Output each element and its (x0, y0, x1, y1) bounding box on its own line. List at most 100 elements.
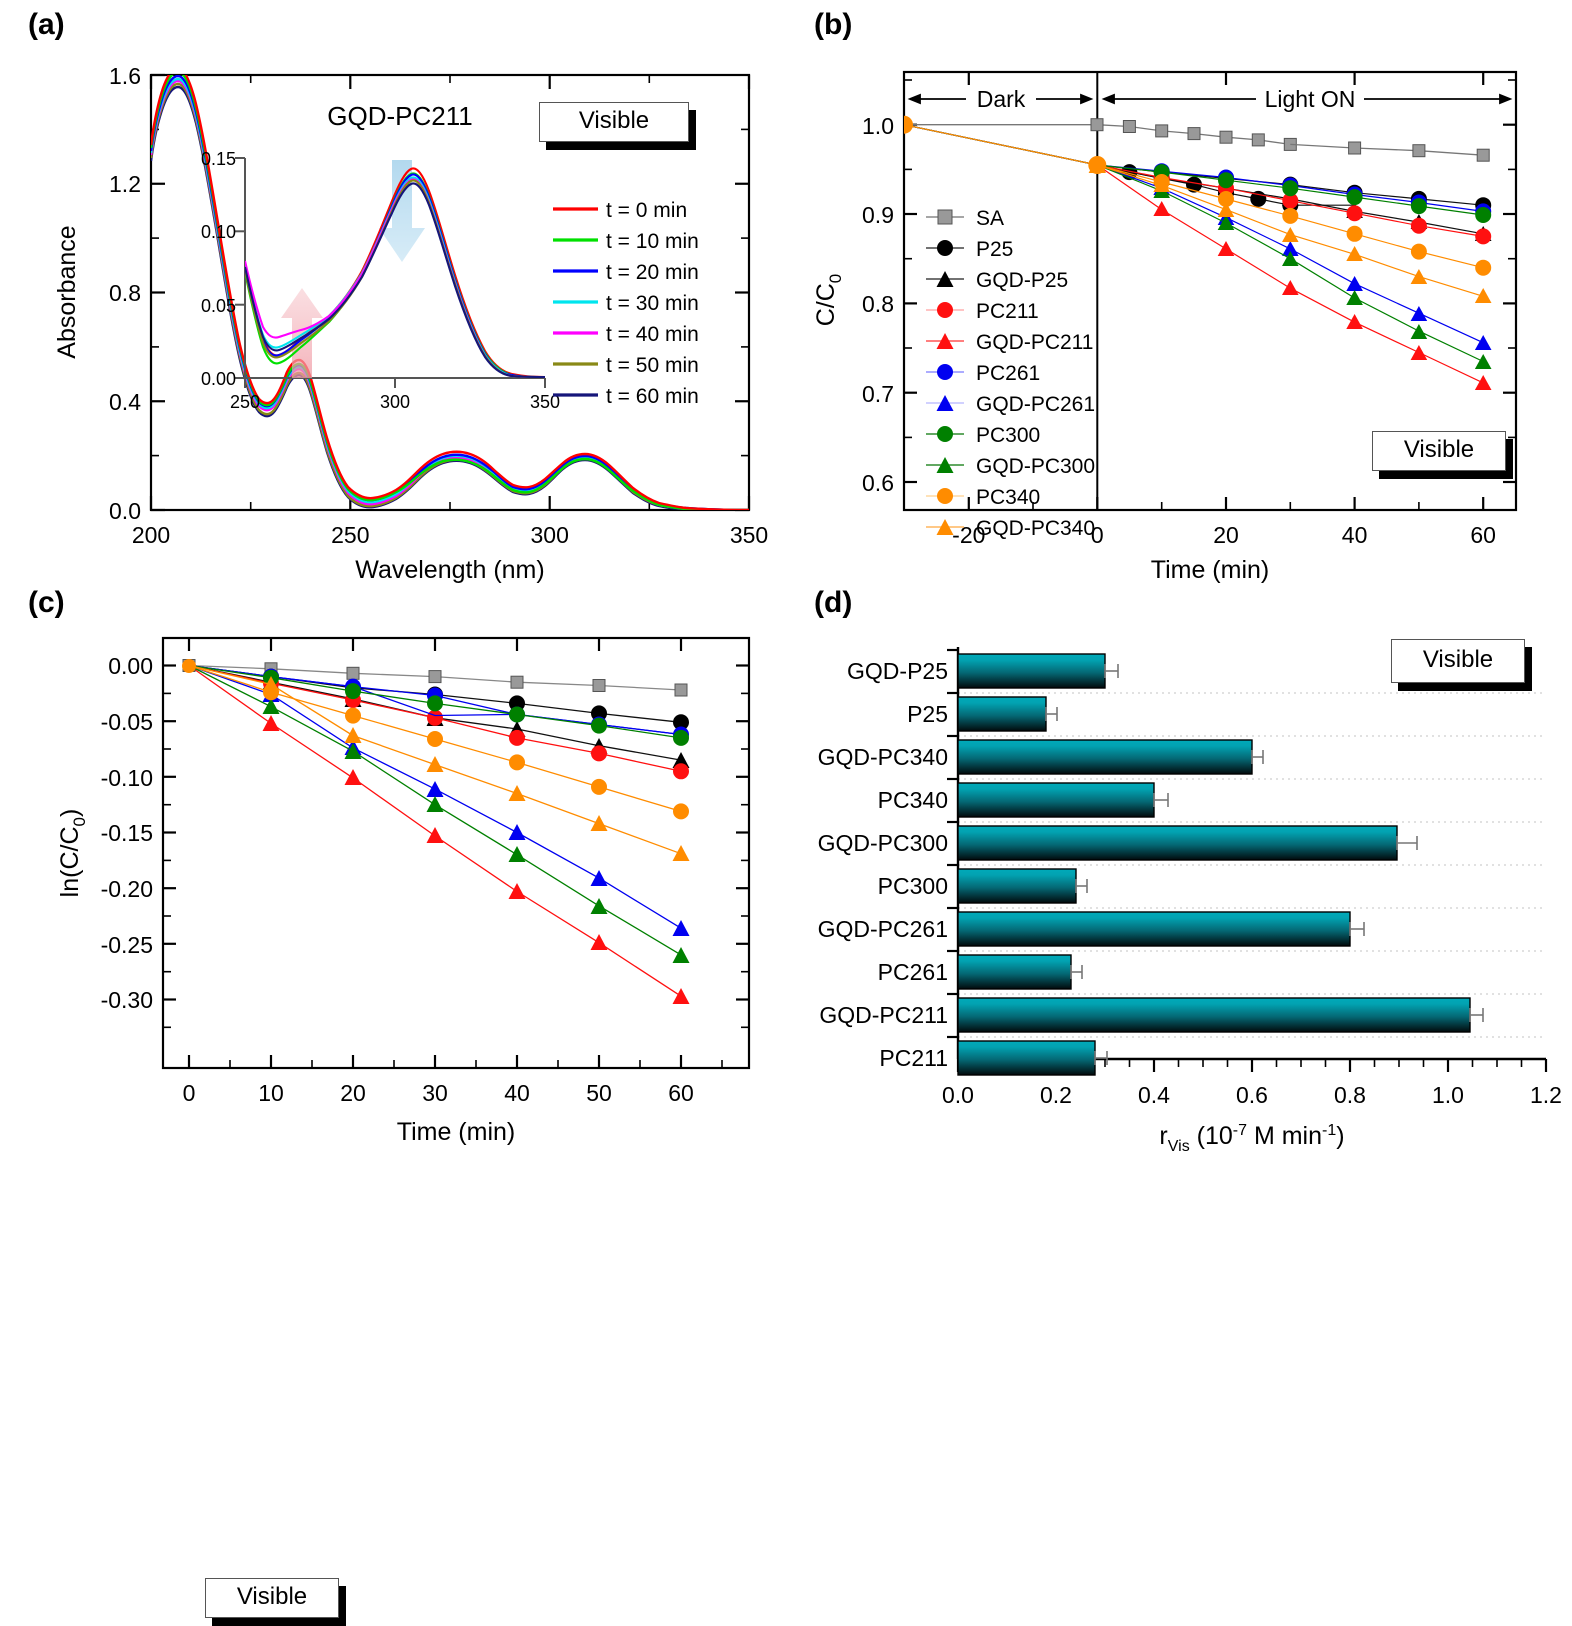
panel-b-xaxis-title: Time (min) (1151, 556, 1270, 584)
panel-a-xtick-1: 250 (331, 522, 369, 548)
error-bar (1075, 879, 1088, 893)
panel-d-bars (957, 653, 1484, 1076)
panel-a-legend-label-1: t = 10 min (606, 230, 699, 253)
panel-d-badge-label: Visible (1422, 646, 1494, 673)
panel-b-badge-label: Visible (1403, 436, 1475, 463)
panel-d-xaxis-title: rVis (10-7 M min-1) (1159, 1122, 1344, 1155)
panel-a-inset-ytick-2: 0.10 (201, 222, 236, 242)
panel-d-xaxis-exp: -7 (1233, 1122, 1247, 1139)
panel-a-inset: 0.00 0.05 0.10 0.15 250 300 350 (201, 149, 560, 412)
panel-a-inset-ytick-3: 0.15 (201, 149, 236, 169)
panel-b-ytick-3: 0.7 (862, 381, 894, 407)
svg-text:ln(C/C0): ln(C/C0) (56, 809, 89, 898)
panel-c-yaxis-sub: 0 (70, 817, 89, 826)
error-bar (1153, 793, 1169, 807)
panel-b-visible-badge: Visible (1372, 431, 1513, 479)
panel-a-letter: (a) (28, 8, 65, 41)
error-bar (1104, 664, 1119, 678)
panel-d-cat-pc300: PC300 (878, 873, 948, 899)
panel-c-ytick-1: -0.05 (101, 709, 153, 735)
panel-a-legend-label-3: t = 30 min (606, 292, 699, 315)
panel-b-legend: SA P25 GQD-P25 PC211 GQD-PC211 (926, 207, 1095, 540)
panel-b-ytick-0: 1.0 (862, 113, 894, 139)
arrow-up-icon (281, 288, 323, 378)
panel-b-lighton-label: Light ON (1265, 86, 1356, 112)
panel-a-inset-xtick-0: 250 (230, 392, 260, 412)
panel-a-visible-badge: Visible (539, 102, 696, 150)
panel-d-xaxis-sub: Vis (1168, 1138, 1190, 1155)
panel-c-yaxis-pre: ln(C/C (56, 826, 84, 897)
panel-c-ytick-4: -0.20 (101, 876, 153, 902)
panel-b-ytick-2: 0.8 (862, 291, 894, 317)
panel-b-legend-label-7: PC300 (976, 424, 1040, 447)
panel-c-ytick-2: -0.10 (101, 765, 153, 791)
panel-b-legend-label-5: PC261 (976, 362, 1040, 385)
panel-b: (b) (786, 0, 1572, 592)
panel-d-xaxis-exp2: -1 (1322, 1122, 1336, 1139)
panel-c: (c) (0, 578, 790, 1626)
panel-d-xaxis-r: r (1159, 1122, 1167, 1150)
panel-a-badge-label: Visible (578, 107, 650, 134)
panel-c-xtick-5: 50 (586, 1080, 612, 1106)
panel-d-xaxis-mid: M min (1247, 1122, 1322, 1150)
panel-d-xtick-3: 0.6 (1236, 1082, 1268, 1108)
panel-b-dark-label: Dark (977, 86, 1026, 112)
panel-b-legend-label-3: PC211 (976, 300, 1039, 323)
error-bar (1094, 1051, 1108, 1065)
panel-c-series (182, 659, 690, 1004)
panel-d-cat-gqd-p25: GQD-P25 (847, 658, 948, 684)
panel-a-legend-label-0: t = 0 min (606, 199, 687, 222)
panel-a-xtick-3: 350 (730, 522, 768, 548)
panel-b-xtick-4: 60 (1470, 522, 1496, 548)
panel-a-xtick-0: 200 (132, 522, 170, 548)
panel-c-xtick-0: 0 (183, 1080, 196, 1106)
panel-c-ytick-6: -0.30 (101, 987, 153, 1013)
panel-c-xtick-3: 30 (422, 1080, 448, 1106)
panel-c-plot: 0.00 -0.05 -0.10 -0.15 -0.20 -0.25 -0.30… (56, 636, 751, 1146)
panel-d-plot: GQD-P25 P25 GQD-PC340 PC340 GQD-PC300 PC… (818, 647, 1562, 1155)
panel-d-xaxis-rest: (10 (1190, 1122, 1233, 1150)
panel-d-xtick-4: 0.8 (1334, 1082, 1366, 1108)
panel-a-title: GQD-PC211 (327, 101, 472, 131)
light-on-arrow-icon (1101, 93, 1513, 105)
panel-a-ytick-2: 0.8 (109, 280, 141, 306)
panel-c-xtick-4: 40 (504, 1080, 530, 1106)
panel-b-ytick-4: 0.6 (862, 470, 894, 496)
arrow-down-icon (379, 160, 425, 262)
panel-d-xtick-2: 0.4 (1138, 1082, 1170, 1108)
error-bar (1070, 965, 1083, 979)
error-bar (1396, 836, 1418, 850)
panel-d-xtick-0: 0.0 (942, 1082, 974, 1108)
panel-b-legend-label-0: SA (976, 207, 1004, 230)
panel-b-legend-label-10: GQD-PC340 (976, 517, 1095, 540)
panel-b-xtick-1: 0 (1091, 522, 1104, 548)
panel-d-cat-gqd-pc340: GQD-PC340 (818, 744, 948, 770)
panel-a-inset-xtick-2: 350 (530, 392, 560, 412)
panel-c-visible-badge: Visible (205, 1578, 346, 1626)
panel-a-yaxis-title: Absorbance (53, 225, 81, 358)
panel-a-ytick-3: 1.2 (109, 171, 141, 197)
panel-d-cat-pc340: PC340 (878, 787, 948, 813)
panel-b-legend-label-1: P25 (976, 238, 1013, 261)
panel-c-ytick-3: -0.15 (101, 820, 153, 846)
panel-d-visible-badge: Visible (1391, 639, 1532, 691)
panel-a-inset-ytick-0: 0.00 (201, 369, 236, 389)
panel-c-yaxis-post: ) (56, 809, 84, 817)
panel-b-xtick-2: 20 (1213, 522, 1239, 548)
dark-arrow-icon (907, 93, 1094, 105)
panel-d-cat-pc261: PC261 (878, 959, 948, 985)
panel-c-yaxis-title: ln(C/C0) (56, 809, 89, 898)
panel-c-xaxis-title: Time (min) (397, 1118, 516, 1146)
panel-d-cat-gqd-pc300: GQD-PC300 (818, 830, 948, 856)
panel-a-xaxis-title: Wavelength (nm) (355, 556, 544, 584)
panel-d: (d) (786, 578, 1572, 1184)
panel-b-legend-label-8: GQD-PC300 (976, 455, 1095, 478)
panel-a-xtick-2: 300 (531, 522, 569, 548)
panel-c-letter: (c) (28, 586, 65, 619)
panel-a: (a) (0, 0, 790, 592)
panel-d-xtick-1: 0.2 (1040, 1082, 1072, 1108)
panel-b-letter: (b) (814, 8, 853, 41)
panel-d-letter: (d) (814, 586, 853, 619)
panel-d-cat-gqd-pc211: GQD-PC211 (819, 1002, 948, 1028)
